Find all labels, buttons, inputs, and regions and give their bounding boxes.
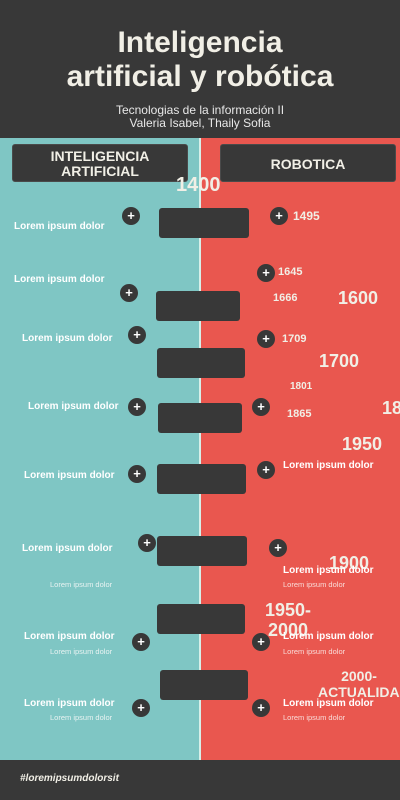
plus-icon[interactable]: + xyxy=(132,633,150,651)
robotics-item-text: Lorem ipsum dolor xyxy=(283,460,374,471)
timeline-box xyxy=(157,536,247,566)
timeline-box xyxy=(156,291,240,321)
ai-item-subtext: Lorem ipsum dolor xyxy=(50,647,113,656)
plus-icon[interactable]: + xyxy=(138,534,156,552)
timeline-box xyxy=(157,604,245,634)
footer-hashtag: #loremipsumdolorsit xyxy=(20,773,119,784)
subtitle: Tecnologias de la información II Valeria… xyxy=(0,104,400,130)
year-label: 1950-2000 xyxy=(264,600,312,640)
title-line-2: artificial y robótica xyxy=(66,60,334,93)
year-label: 1709 xyxy=(282,333,307,345)
robotics-panel xyxy=(200,138,400,760)
ai-panel xyxy=(0,138,200,760)
ai-item-text: Lorem ipsum dolor xyxy=(14,274,105,285)
year-label: 1495 xyxy=(293,209,320,223)
year-label: 1666 xyxy=(273,292,298,304)
plus-icon[interactable]: + xyxy=(252,699,270,717)
title-line-1: Inteligencia xyxy=(117,26,283,59)
year-label: 1700 xyxy=(319,351,360,371)
year-label: 1801 xyxy=(290,381,313,392)
year-label: 1400 xyxy=(176,174,221,196)
subtitle-line-2: Valeria Isabel, Thaily Sofia xyxy=(129,116,271,130)
ai-item-subtext: Lorem ipsum dolor xyxy=(50,713,113,722)
ai-column-header: INTELIGENCIA ARTIFICIAL xyxy=(12,144,188,182)
ai-item-text: Lorem ipsum dolor xyxy=(24,470,115,481)
plus-icon[interactable]: + xyxy=(257,330,275,348)
timeline-box xyxy=(159,208,249,238)
page-title: Inteligencia artificial y robótica xyxy=(0,26,400,94)
plus-icon[interactable]: + xyxy=(128,398,146,416)
plus-icon[interactable]: + xyxy=(257,461,275,479)
footer xyxy=(0,760,400,800)
ai-item-text: Lorem ipsum dolor xyxy=(24,698,115,709)
ai-item-text: Lorem ipsum dolor xyxy=(22,543,113,554)
plus-icon[interactable]: + xyxy=(132,699,150,717)
year-label: 2000-ACTUALIDAD xyxy=(318,668,400,700)
robotics-item-subtext: Lorem ipsum dolor xyxy=(283,580,346,589)
robotics-item-text: Lorem ipsum dolor xyxy=(283,565,374,576)
year-label: 1950 xyxy=(342,434,383,454)
robotics-item-subtext: Lorem ipsum dolor xyxy=(283,647,346,656)
ai-item-text: Lorem ipsum dolor xyxy=(22,333,113,344)
robotics-item-text: Lorem ipsum dolor xyxy=(283,631,374,642)
plus-icon[interactable]: + xyxy=(252,398,270,416)
center-divider xyxy=(199,138,201,760)
plus-icon[interactable]: + xyxy=(269,539,287,557)
timeline-box xyxy=(157,464,246,494)
plus-icon[interactable]: + xyxy=(120,284,138,302)
year-label: 1865 xyxy=(287,408,312,420)
robotics-item-subtext: Lorem ipsum dolor xyxy=(283,713,346,722)
robotics-column-header: ROBOTICA xyxy=(220,144,396,182)
timeline-box xyxy=(158,403,242,433)
ai-item-text: Lorem ipsum dolor xyxy=(28,401,119,412)
subtitle-line-1: Tecnologias de la información II xyxy=(115,103,285,117)
ai-item-text: Lorem ipsum dolor xyxy=(24,631,115,642)
header xyxy=(0,0,400,138)
year-label: 18 xyxy=(382,398,400,418)
plus-icon[interactable]: + xyxy=(128,465,146,483)
robotics-item-text: Lorem ipsum dolor xyxy=(283,698,374,709)
plus-icon[interactable]: + xyxy=(270,207,288,225)
timeline-box xyxy=(160,670,248,700)
ai-item-text: Lorem ipsum dolor xyxy=(14,221,105,232)
ai-item-subtext: Lorem ipsum dolor xyxy=(50,580,113,589)
plus-icon[interactable]: + xyxy=(252,633,270,651)
year-label: 1600 xyxy=(338,288,379,308)
year-label: 1645 xyxy=(278,266,303,278)
year-label: 1900 xyxy=(329,553,370,573)
plus-icon[interactable]: + xyxy=(128,326,146,344)
plus-icon[interactable]: + xyxy=(257,264,275,282)
plus-icon[interactable]: + xyxy=(122,207,140,225)
timeline-box xyxy=(157,348,245,378)
